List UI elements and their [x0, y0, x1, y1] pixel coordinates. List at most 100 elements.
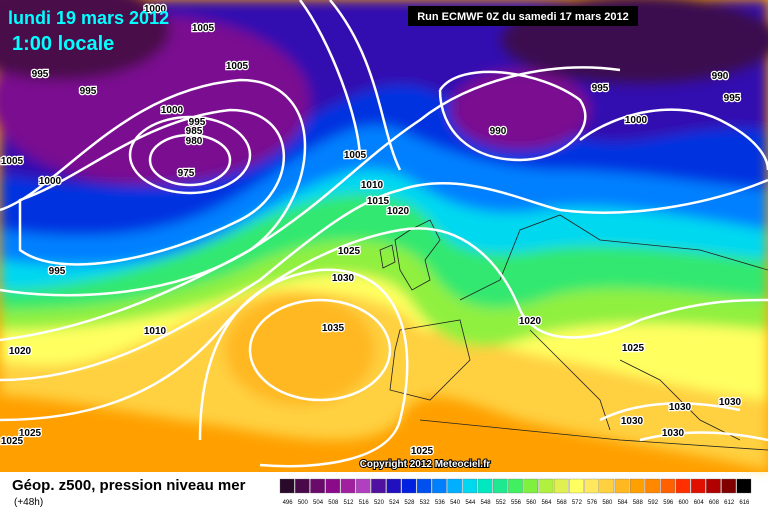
isobar-label: 995 — [80, 86, 97, 97]
isobar-label: 980 — [186, 136, 203, 147]
legend-title: Géop. z500, pression niveau mer — [12, 477, 246, 494]
colorbar-label: 548 — [481, 500, 492, 506]
coastlines — [379, 214, 768, 451]
colorbar-swatch — [462, 478, 478, 494]
colorbar-swatch — [599, 478, 615, 494]
isobar-label: 1015 — [367, 196, 390, 207]
colorbar-swatch — [690, 478, 706, 494]
colorbar-swatch — [675, 478, 691, 494]
colorbar-label: 600 — [678, 500, 689, 506]
colorbar-label: 568 — [557, 500, 568, 506]
isobar-label: 1005 — [226, 61, 249, 72]
colorbar-label: 556 — [511, 500, 522, 506]
colorbar-swatch — [508, 478, 523, 494]
isobar-label: 990 — [712, 71, 729, 82]
colorbar-swatch — [706, 478, 721, 494]
colorbar-label: 612 — [724, 500, 735, 506]
colorbar-swatch — [614, 478, 630, 494]
colorbar-swatch — [432, 478, 447, 494]
forecast-time: 1:00 locale — [12, 33, 114, 55]
isobar-label: 1025 — [19, 428, 42, 439]
colorbar-label: 544 — [465, 500, 476, 506]
colorbar-swatch — [355, 478, 371, 494]
isobar-label: 1005 — [1, 156, 24, 167]
colorbar-swatch — [386, 478, 401, 494]
colorbar-label: 512 — [344, 500, 355, 506]
colorbar-swatch — [736, 478, 752, 494]
colorbar-label: 560 — [526, 500, 537, 506]
colorbar-swatch — [447, 478, 462, 494]
colorbar-swatch — [553, 478, 569, 494]
isobar-label: 1020 — [387, 206, 410, 217]
colorbar-label: 584 — [618, 500, 629, 506]
isobar-label: 1000 — [144, 4, 167, 15]
forecast-date: lundi 19 mars 2012 — [8, 8, 169, 28]
colorbar-label: 596 — [663, 500, 674, 506]
isobar-label: 1025 — [1, 436, 24, 447]
isobar-label: 995 — [592, 83, 609, 94]
colorbar-swatch — [538, 478, 554, 494]
colorbar-swatch — [569, 478, 584, 494]
colorbar-label: 592 — [648, 500, 659, 506]
colorbar-label: 564 — [541, 500, 552, 506]
isobar-label: 985 — [186, 126, 203, 137]
isobar-label: 1025 — [622, 343, 645, 354]
colorbar-label: 580 — [602, 500, 613, 506]
colorbar-swatch — [493, 478, 508, 494]
colorbar-label: 532 — [420, 500, 431, 506]
colorbar: 496 500 504 508 512 516 520 524 528 532 536 540 544 5… — [279, 478, 752, 506]
isobar-label: 1030 — [719, 397, 742, 408]
isobar-label: 1030 — [621, 416, 644, 427]
colorbar-label: 608 — [709, 500, 720, 506]
isobar-label: 1020 — [9, 346, 32, 357]
isobar-label: 995 — [49, 266, 66, 277]
colorbar-label: 496 — [283, 500, 294, 506]
isobar-label: 1035 — [322, 323, 345, 334]
colorbar-label: 516 — [359, 500, 370, 506]
colorbar-swatch — [310, 478, 325, 494]
colorbar-label: 576 — [587, 500, 598, 506]
colorbar-label: 552 — [496, 500, 507, 506]
colorbar-label: 500 — [298, 500, 309, 506]
colorbar-swatch — [279, 478, 295, 494]
colorbar-label: 520 — [374, 500, 385, 506]
colorbar-swatch — [523, 478, 538, 494]
colorbar-label: 616 — [739, 500, 750, 506]
colorbar-swatch — [660, 478, 676, 494]
colorbar-label: 508 — [328, 500, 339, 506]
isobars — [0, 0, 768, 468]
colorbar-swatch — [416, 478, 432, 494]
isobar-label: 1020 — [519, 316, 542, 327]
isobar-label: 1010 — [361, 180, 384, 191]
colorbar-label: 588 — [633, 500, 644, 506]
colorbar-label: 524 — [389, 500, 400, 506]
copyright: Copyright 2012 Meteociel.fr — [360, 459, 491, 470]
colorbar-swatch — [645, 478, 660, 494]
colorbar-label: 540 — [450, 500, 461, 506]
run-info: Run ECMWF 0Z du samedi 17 mars 2012 — [417, 11, 629, 23]
colorbar-swatch — [630, 478, 645, 494]
colorbar-swatch — [401, 478, 417, 494]
isobar-label: 975 — [178, 168, 195, 179]
isobar-label: 995 — [32, 69, 49, 80]
colorbar-label: 572 — [572, 500, 583, 506]
legend-lead: (+48h) — [14, 497, 43, 508]
colorbar-swatch — [721, 478, 736, 494]
isobar-label: 1005 — [344, 150, 367, 161]
isobar-label: 1000 — [39, 176, 62, 187]
colorbar-label: 504 — [313, 500, 324, 506]
isobar-label: 995 — [189, 117, 206, 128]
isobar-labels: 1000100510059959951000995985980975100510… — [0, 3, 743, 459]
isobar-label: 1030 — [662, 428, 685, 439]
isobar-label: 1000 — [161, 105, 184, 116]
colorbar-swatch — [584, 478, 599, 494]
colorbar-label: 528 — [404, 500, 415, 506]
colorbar-swatch — [371, 478, 386, 494]
colorbar-swatch — [295, 478, 310, 494]
colorbar-label: 536 — [435, 500, 446, 506]
colorbar-swatch — [325, 478, 341, 494]
isobar-label: 995 — [724, 93, 741, 104]
isobar-label: 1030 — [669, 402, 692, 413]
isobar-label: 1025 — [338, 246, 361, 257]
